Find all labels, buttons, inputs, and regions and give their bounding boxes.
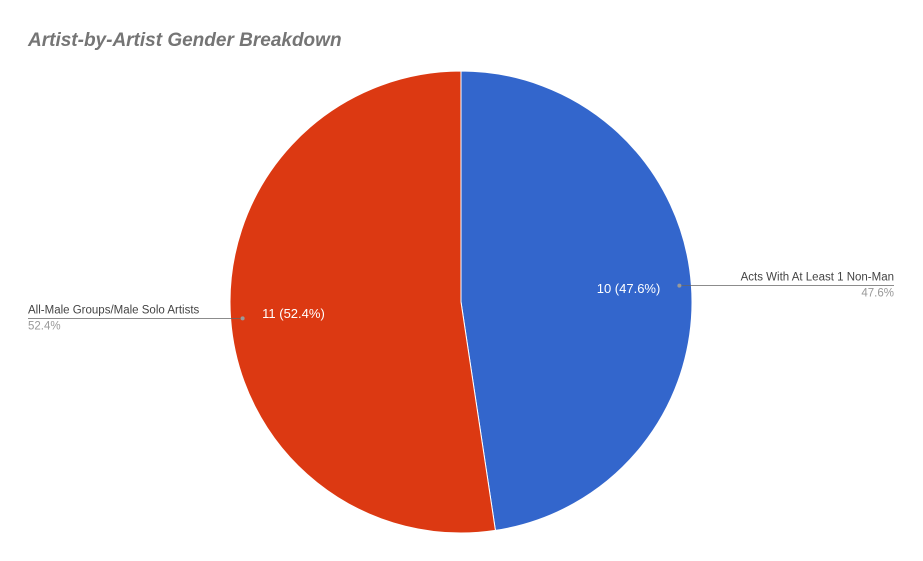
percent-label: 47.6% xyxy=(861,288,894,300)
leader-dot xyxy=(240,316,245,321)
slice-label: 11 (52.4%) xyxy=(262,306,325,321)
pie-slice xyxy=(460,70,693,531)
leader-dot xyxy=(677,283,682,288)
legend-label: Acts With At Least 1 Non-Man xyxy=(741,272,894,284)
slice-label: 10 (47.6%) xyxy=(597,281,661,296)
pie-slice xyxy=(229,70,496,534)
percent-label: 52.4% xyxy=(28,320,61,332)
chart-title: Artist-by-Artist Gender Breakdown xyxy=(27,30,342,51)
legend-label: All-Male Groups/Male Solo Artists xyxy=(28,304,200,316)
